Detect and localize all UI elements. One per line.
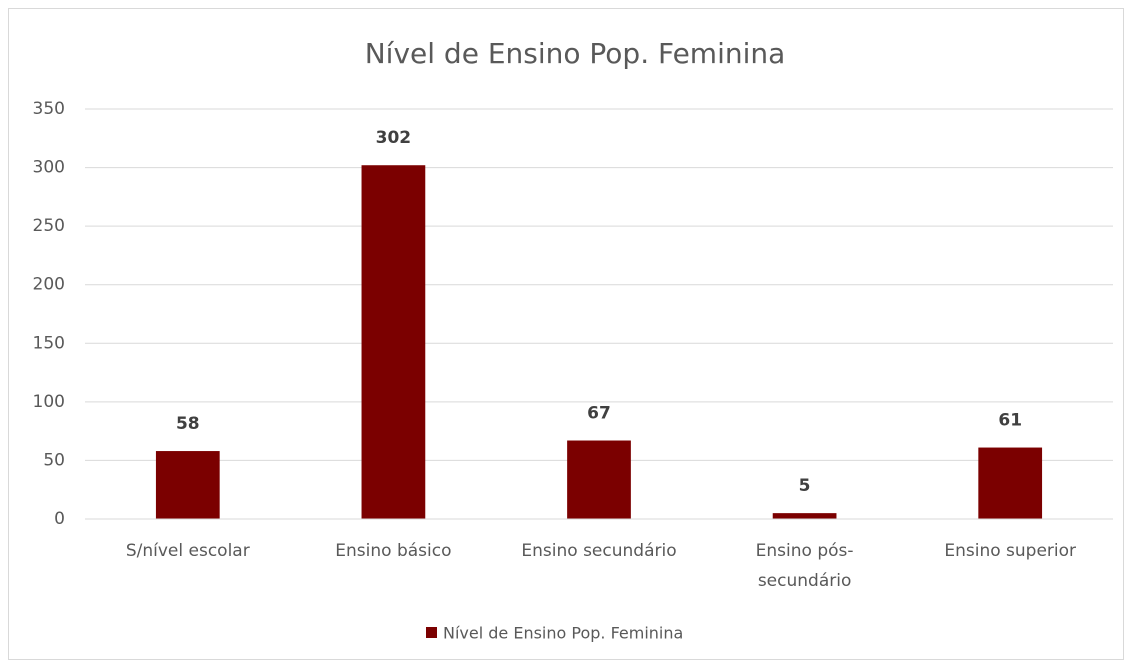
data-label: 5 [799, 476, 811, 496]
y-tick-label: 350 [33, 99, 65, 119]
bar [361, 165, 426, 519]
y-tick-label: 150 [33, 333, 65, 353]
legend-label: Nível de Ensino Pop. Feminina [443, 624, 683, 643]
y-tick-label: 300 [33, 158, 65, 178]
chart-border [8, 8, 1124, 660]
x-tick-label: S/nível escolar [126, 541, 250, 561]
legend-swatch [426, 627, 437, 638]
x-tick-label: Ensino secundário [521, 541, 676, 561]
bar [155, 451, 220, 519]
bar [978, 447, 1043, 519]
x-tick-label: Ensino pós-secundário [756, 541, 854, 591]
data-label: 61 [998, 411, 1022, 431]
y-tick-label: 100 [33, 392, 65, 412]
bar [772, 513, 837, 519]
data-label: 67 [587, 404, 611, 424]
data-label: 302 [376, 128, 412, 148]
chart-title: Nível de Ensino Pop. Feminina [365, 37, 786, 70]
y-tick-label: 250 [33, 216, 65, 236]
y-tick-label: 200 [33, 275, 65, 295]
y-tick-label: 50 [43, 450, 65, 470]
x-tick-label: Ensino básico [335, 541, 451, 561]
y-tick-label: 0 [54, 509, 65, 529]
data-label: 58 [176, 414, 200, 434]
x-tick-label: Ensino superior [944, 541, 1076, 561]
bar [567, 440, 631, 519]
